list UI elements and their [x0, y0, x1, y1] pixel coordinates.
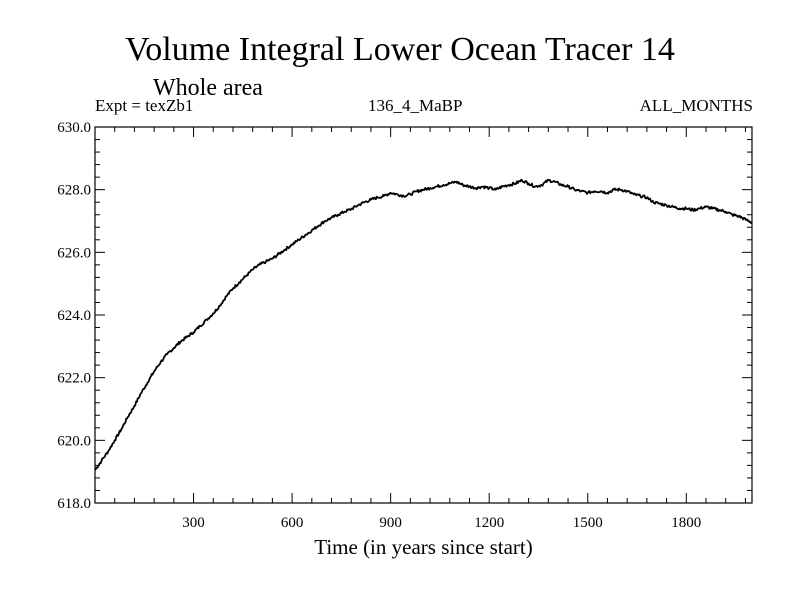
axis-ticks	[95, 126, 752, 504]
y-tick-label: 620.0	[57, 433, 91, 449]
period-label: 136_4_MaBP	[368, 96, 463, 115]
x-tick-label: 900	[379, 515, 402, 531]
x-tick-label: 1500	[573, 515, 603, 531]
y-tick-label: 628.0	[57, 183, 91, 199]
x-tick-label: 300	[182, 515, 205, 531]
chart-title: Volume Integral Lower Ocean Tracer 14	[125, 31, 675, 68]
months-label: ALL_MONTHS	[639, 96, 753, 115]
experiment-label: Expt = texZb1	[95, 96, 194, 115]
y-tick-label: 618.0	[57, 496, 91, 512]
x-axis-label: Time (in years since start)	[314, 535, 533, 559]
x-axis-labels: 300 600 900 1200 1500 1800	[182, 515, 701, 531]
y-axis-labels: 618.0 620.0 622.0 624.0 626.0 628.0 630.0	[57, 120, 91, 512]
chart-subtitle: Whole area	[153, 75, 263, 101]
x-tick-label: 1200	[474, 515, 504, 531]
y-tick-label: 622.0	[57, 371, 91, 387]
series-group	[94, 178, 753, 471]
x-tick-label: 600	[281, 515, 304, 531]
series-line	[94, 178, 753, 471]
y-tick-label: 624.0	[57, 308, 91, 324]
x-tick-label: 1800	[671, 515, 701, 531]
y-tick-label: 626.0	[57, 245, 91, 261]
y-tick-label: 630.0	[57, 120, 91, 136]
plot-frame	[94, 126, 753, 504]
